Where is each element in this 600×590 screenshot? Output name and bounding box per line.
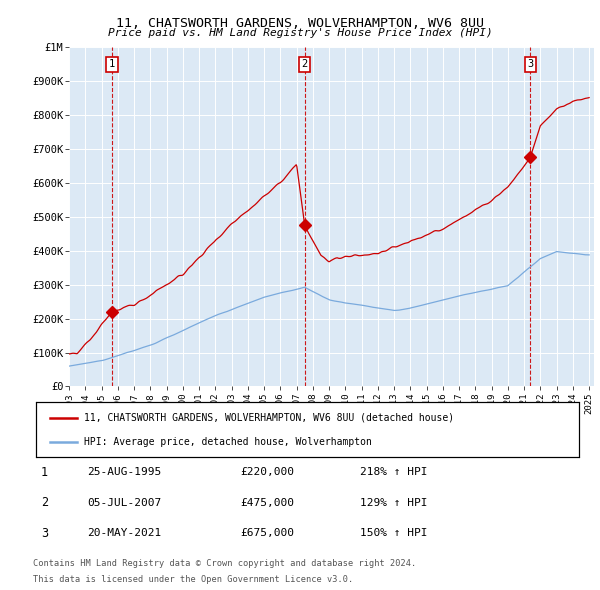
Text: £675,000: £675,000 xyxy=(240,529,294,538)
Text: 129% ↑ HPI: 129% ↑ HPI xyxy=(360,498,427,507)
Text: 2: 2 xyxy=(41,496,48,509)
Text: HPI: Average price, detached house, Wolverhampton: HPI: Average price, detached house, Wolv… xyxy=(84,437,371,447)
Text: 25-AUG-1995: 25-AUG-1995 xyxy=(87,467,161,477)
Text: 3: 3 xyxy=(41,527,48,540)
Text: 11, CHATSWORTH GARDENS, WOLVERHAMPTON, WV6 8UU: 11, CHATSWORTH GARDENS, WOLVERHAMPTON, W… xyxy=(116,17,484,30)
Text: 3: 3 xyxy=(527,59,533,69)
Text: 150% ↑ HPI: 150% ↑ HPI xyxy=(360,529,427,538)
Text: £475,000: £475,000 xyxy=(240,498,294,507)
Text: This data is licensed under the Open Government Licence v3.0.: This data is licensed under the Open Gov… xyxy=(33,575,353,584)
Text: 05-JUL-2007: 05-JUL-2007 xyxy=(87,498,161,507)
Text: 11, CHATSWORTH GARDENS, WOLVERHAMPTON, WV6 8UU (detached house): 11, CHATSWORTH GARDENS, WOLVERHAMPTON, W… xyxy=(84,413,454,423)
Text: 1: 1 xyxy=(109,59,115,69)
Text: 2: 2 xyxy=(302,59,308,69)
Text: 1: 1 xyxy=(41,466,48,478)
Text: Price paid vs. HM Land Registry's House Price Index (HPI): Price paid vs. HM Land Registry's House … xyxy=(107,28,493,38)
Text: 218% ↑ HPI: 218% ↑ HPI xyxy=(360,467,427,477)
Text: 20-MAY-2021: 20-MAY-2021 xyxy=(87,529,161,538)
Text: Contains HM Land Registry data © Crown copyright and database right 2024.: Contains HM Land Registry data © Crown c… xyxy=(33,559,416,568)
Text: £220,000: £220,000 xyxy=(240,467,294,477)
